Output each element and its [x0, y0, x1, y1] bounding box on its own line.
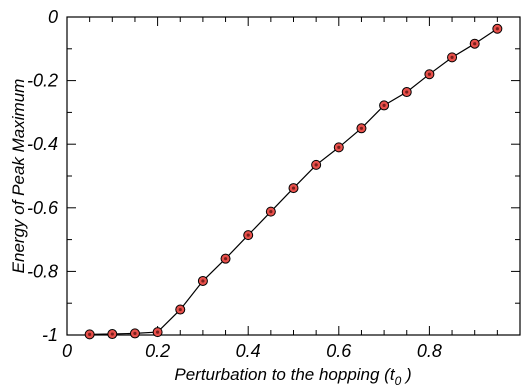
x-tick-label: 0.4	[236, 341, 261, 361]
data-point-center	[156, 330, 160, 334]
x-tick-label: 0.8	[417, 341, 442, 361]
data-point-center	[314, 163, 318, 167]
data-point-center	[201, 279, 205, 283]
x-tick-label: 0.2	[145, 341, 170, 361]
data-point-center	[291, 186, 296, 190]
y-tick-label: -0.2	[27, 71, 58, 91]
y-axis-title: Energy of Peak Maximum	[9, 79, 28, 274]
data-point-center	[382, 103, 386, 108]
series-line	[89, 28, 498, 335]
data-point-center	[133, 331, 137, 336]
data-point-center	[246, 233, 250, 237]
x-tick-label: 0.6	[326, 341, 352, 361]
data-point-center	[495, 27, 499, 31]
x-tick-label: 0	[62, 341, 72, 361]
plot-frame	[66, 16, 521, 336]
data-point-center	[337, 145, 341, 149]
data-point-center	[223, 257, 228, 261]
data-point-center	[88, 332, 92, 336]
data-point-center	[359, 126, 364, 130]
data-point-center	[269, 210, 273, 214]
x-axis-title: Perturbation to the hopping (t0 )	[174, 365, 411, 385]
data-point-center	[178, 307, 182, 312]
data-point-center	[473, 42, 477, 46]
tick-labels-layer: 0 0.2 0.4 0.6 0.8 -1 -0.8 -0.6 -0.4 -0.2 0	[27, 7, 442, 361]
data-point-center	[405, 90, 409, 94]
y-tick-label: -0.6	[27, 198, 59, 218]
y-tick-label: -0.4	[27, 134, 58, 154]
y-tick-label: -0.8	[27, 261, 58, 281]
data-point-center	[450, 55, 454, 59]
series-layer	[84, 23, 503, 340]
ticks-layer	[66, 16, 521, 336]
data-point-center	[110, 332, 114, 336]
y-tick-label: 0	[48, 7, 58, 27]
y-tick-label: -1	[42, 325, 58, 345]
data-point-center	[427, 72, 431, 76]
